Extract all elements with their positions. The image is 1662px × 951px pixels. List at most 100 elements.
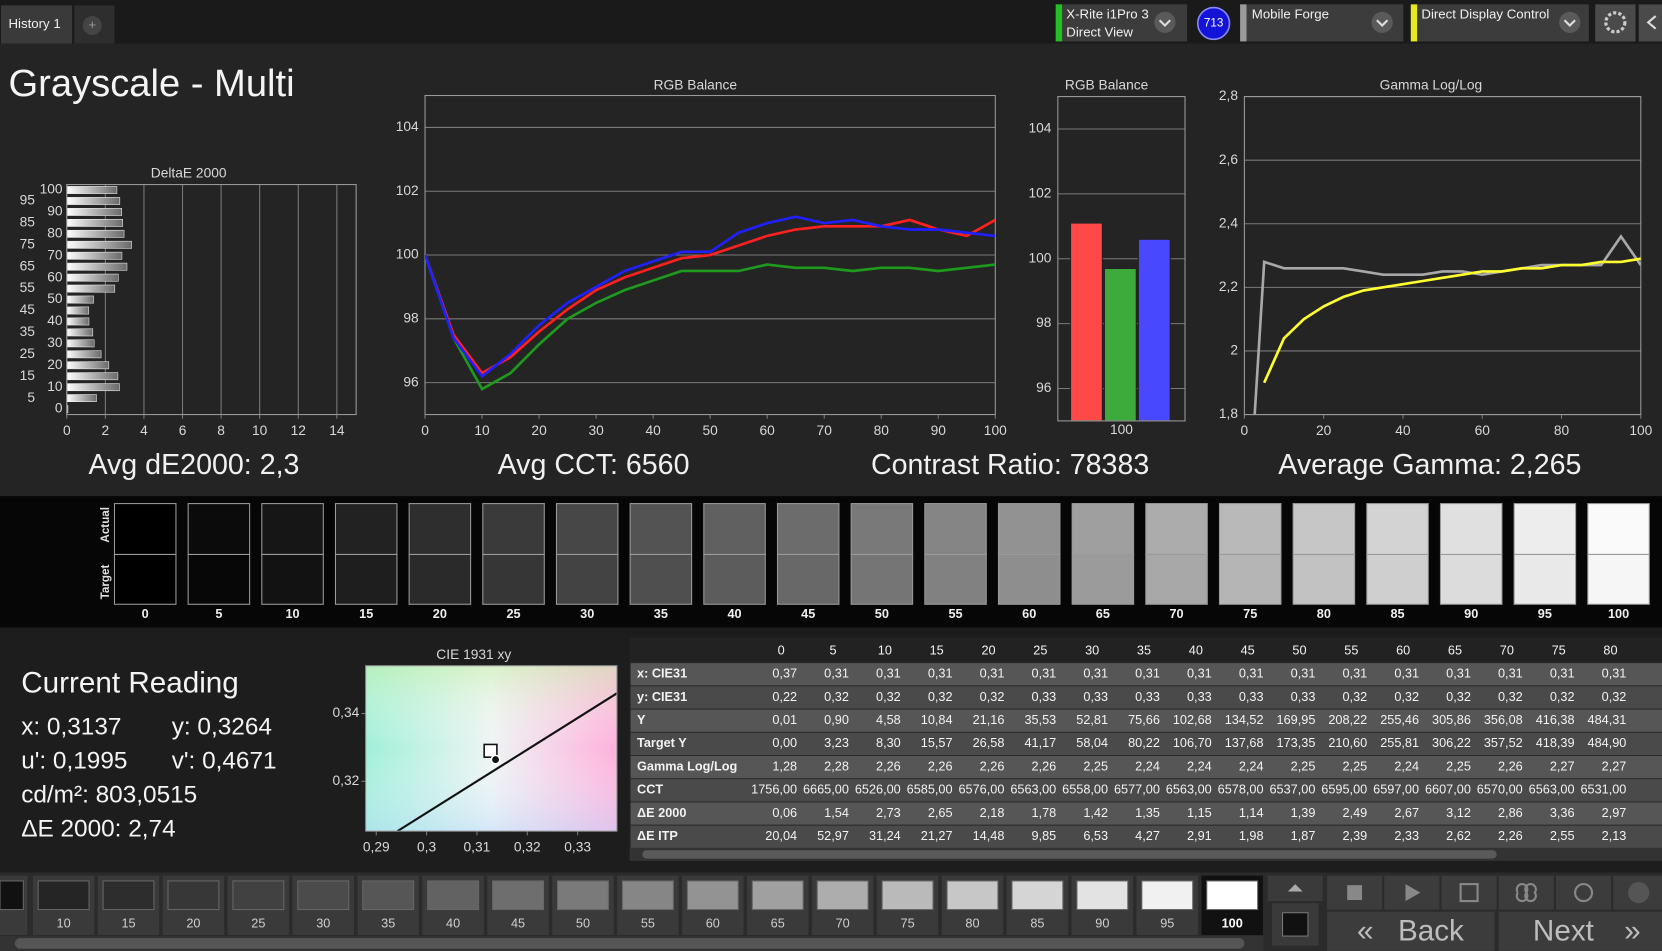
- display-label[interactable]: Direct Display Control: [1421, 6, 1549, 21]
- table-cell: 2,26: [1032, 758, 1057, 773]
- swatch-button-label[interactable]: 40: [446, 916, 460, 931]
- table-cell: 21,27: [921, 828, 953, 843]
- swatch-button-label[interactable]: 30: [316, 916, 330, 931]
- chart-title: Gamma Log/Log: [1380, 78, 1483, 93]
- table-cell: 0,32: [1446, 689, 1471, 704]
- summary: Avg CCT: 6560: [498, 449, 690, 481]
- bar: [1137, 238, 1171, 422]
- table-cell: 1,42: [1083, 805, 1108, 820]
- next-icon[interactable]: »: [1624, 915, 1641, 948]
- pattern-label[interactable]: Mobile Forge: [1252, 6, 1329, 21]
- y-tick-label: 98: [1036, 315, 1052, 330]
- table-cell: 14,48: [973, 828, 1005, 843]
- badge[interactable]: [1196, 6, 1231, 41]
- column-header: 75: [1552, 642, 1566, 657]
- table-cell: 6570,00: [1477, 782, 1523, 797]
- swatch-button-label[interactable]: 15: [121, 916, 135, 931]
- table-cell: 6665,00: [803, 782, 849, 797]
- chart-title: DeltaE 2000: [151, 166, 227, 181]
- table-cell: 0,31: [1498, 666, 1523, 681]
- swatch-button-label[interactable]: 50: [576, 916, 590, 931]
- y-tick-label: 100: [1029, 250, 1052, 265]
- x-tick-label: 0,33: [564, 840, 591, 855]
- dropdown-icon[interactable]: [1559, 11, 1581, 33]
- x-tick-label: 20: [531, 423, 547, 438]
- swatch-button-label[interactable]: 25: [251, 916, 265, 931]
- y-tick-label: 60: [47, 269, 63, 284]
- table-row: [630, 802, 1662, 825]
- table-cell: 0,33: [1135, 689, 1160, 704]
- swatch-button-label[interactable]: 55: [641, 916, 655, 931]
- table-cell: 6526,00: [855, 782, 901, 797]
- back-button[interactable]: [1327, 911, 1495, 951]
- table-scroll-thumb[interactable]: [642, 850, 1497, 859]
- next-label[interactable]: Next: [1533, 915, 1595, 948]
- plot-frame: [1243, 96, 1642, 416]
- table-cell: 9,85: [1032, 828, 1057, 843]
- table-cell: 2,28: [824, 758, 849, 773]
- add-tab-label[interactable]: +: [88, 17, 96, 32]
- meter-mode[interactable]: Direct View: [1066, 24, 1133, 39]
- column-header: 65: [1448, 642, 1462, 657]
- x-tick-label: 50: [703, 423, 719, 438]
- meter-label[interactable]: X-Rite i1Pro 3: [1066, 6, 1148, 21]
- swatch-button-label[interactable]: 10: [57, 916, 71, 931]
- column-header: 80: [1603, 642, 1617, 657]
- reading-line: y: 0,3264: [172, 714, 272, 741]
- display-dropdown[interactable]: [1410, 4, 1589, 42]
- swatch-actual: [1439, 503, 1503, 555]
- back-icon[interactable]: «: [1357, 915, 1374, 948]
- tab-label[interactable]: History 1: [8, 16, 60, 31]
- add-tab-circle[interactable]: [82, 16, 102, 36]
- swatch-button-label[interactable]: 60: [706, 916, 720, 931]
- swatch-button-color: [297, 880, 350, 911]
- swatch-button-label[interactable]: 35: [381, 916, 395, 931]
- reading-line: x: 0,3137: [21, 714, 121, 741]
- swatch-button-label[interactable]: 70: [836, 916, 850, 931]
- x-tick-label: 2: [102, 423, 110, 438]
- swatch-button-label[interactable]: 80: [965, 916, 979, 931]
- x-tick-label: 70: [817, 423, 833, 438]
- swatch-button-label[interactable]: 65: [771, 916, 785, 931]
- settings-button[interactable]: [1595, 4, 1636, 42]
- bottom-scroll-thumb[interactable]: [14, 938, 1245, 949]
- swatch-button-label[interactable]: 90: [1095, 916, 1109, 931]
- table-cell: 0,33: [1291, 689, 1316, 704]
- table-cell: 20,04: [765, 828, 797, 843]
- table-cell: 356,08: [1484, 712, 1523, 727]
- back-label[interactable]: Back: [1398, 915, 1464, 948]
- bar: [1103, 267, 1137, 422]
- tab[interactable]: [1, 5, 73, 44]
- save-button[interactable]: [1441, 875, 1497, 910]
- table-cell: 6607,00: [1425, 782, 1471, 797]
- table-cell: 0,31: [1446, 666, 1471, 681]
- swatch-button-label[interactable]: 75: [901, 916, 915, 931]
- table-cell: 2,24: [1135, 758, 1160, 773]
- swatch-button-label[interactable]: 100: [1222, 916, 1243, 931]
- dropdown-icon[interactable]: [1371, 11, 1393, 33]
- table-cell: 6595,00: [1321, 782, 1367, 797]
- next-button[interactable]: [1498, 911, 1662, 951]
- refresh-button[interactable]: [1556, 875, 1612, 910]
- y-tick-label: 102: [396, 183, 419, 198]
- table-cell: 0,31: [1291, 666, 1316, 681]
- swatch-button-label[interactable]: 45: [511, 916, 525, 931]
- table-cell: 0,06: [772, 805, 797, 820]
- table-cell: 102,68: [1173, 712, 1212, 727]
- y-tick-label: 10: [47, 379, 63, 394]
- swatch-button-label[interactable]: 95: [1160, 916, 1174, 931]
- chart-title: RGB Balance: [654, 78, 738, 93]
- swatch-label: 55: [948, 606, 962, 621]
- table-cell: 15,57: [921, 735, 953, 750]
- dropdown-icon[interactable]: [1154, 11, 1176, 33]
- swatch-button-label[interactable]: 20: [186, 916, 200, 931]
- y-tick-label: 96: [1036, 380, 1052, 395]
- y-tick-label: 55: [20, 280, 36, 295]
- swatch-button-color: [37, 880, 90, 911]
- bar: [66, 251, 123, 260]
- x-tick-label: 20: [1316, 423, 1332, 438]
- swatch-button-label[interactable]: 85: [1030, 916, 1044, 931]
- swatch-label: 15: [359, 606, 373, 621]
- summary: Avg dE2000: 2,3: [88, 449, 299, 481]
- badge-label[interactable]: 713: [1204, 17, 1223, 30]
